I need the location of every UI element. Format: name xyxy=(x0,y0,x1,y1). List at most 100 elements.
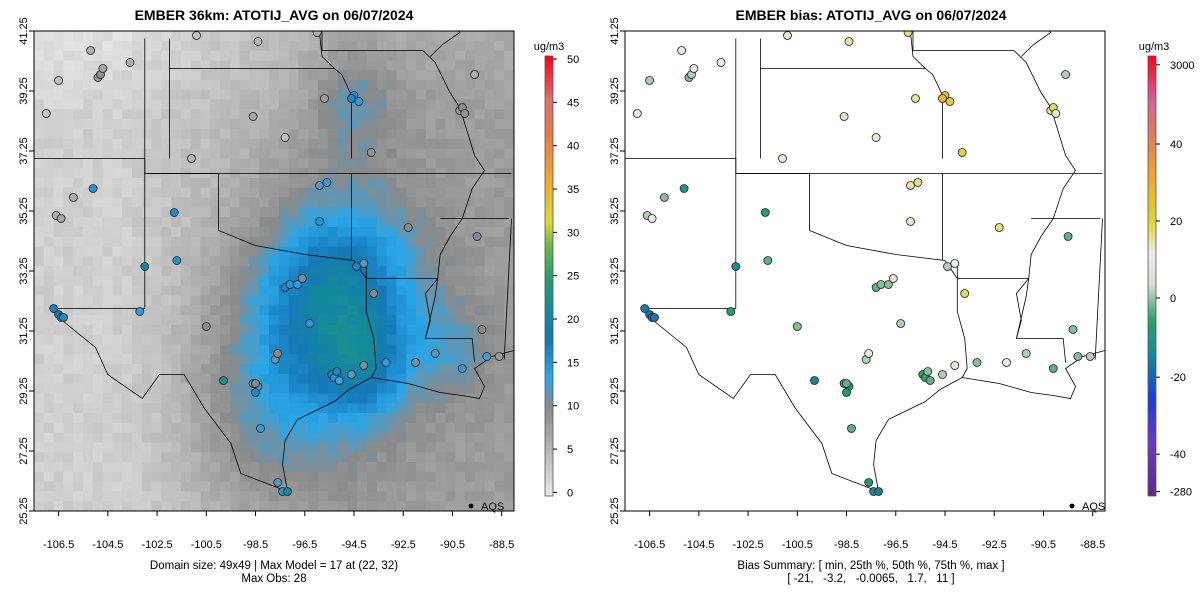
grid-cell xyxy=(141,256,153,267)
grid-cell xyxy=(396,60,407,71)
boundary-line xyxy=(430,31,461,57)
grid-cell xyxy=(259,50,270,61)
grid-cell xyxy=(82,432,94,444)
grid-cell xyxy=(131,79,143,91)
grid-cell xyxy=(180,442,192,453)
grid-cell xyxy=(445,217,456,228)
grid-cell xyxy=(131,70,143,81)
grid-cell xyxy=(416,491,427,502)
grid-cell xyxy=(337,383,349,395)
grid-cell xyxy=(229,89,241,101)
grid-cell xyxy=(347,256,358,267)
grid-cell xyxy=(288,422,300,434)
grid-cell xyxy=(386,177,398,189)
grid-cell xyxy=(357,236,368,248)
aqs-station-bias-marker xyxy=(760,208,770,217)
aqs-station-marker xyxy=(403,223,413,232)
grid-cell xyxy=(376,158,388,169)
grid-cell xyxy=(151,285,162,297)
grid-cell xyxy=(141,236,153,248)
grid-cell xyxy=(337,109,349,120)
grid-cell xyxy=(43,187,55,199)
grid-cell xyxy=(112,89,123,101)
boundary-line xyxy=(144,173,367,279)
grid-cell xyxy=(190,187,202,199)
grid-cell xyxy=(190,442,202,453)
grid-cell xyxy=(190,344,202,355)
grid-cell xyxy=(190,432,202,444)
grid-cell xyxy=(43,236,55,248)
grid-cell xyxy=(455,207,466,218)
aqs-station-marker xyxy=(169,208,179,217)
grid-cell xyxy=(220,491,231,502)
grid-cell xyxy=(474,393,486,404)
grid-cell xyxy=(396,217,407,228)
grid-cell xyxy=(180,383,192,395)
grid-cell xyxy=(200,462,211,473)
grid-cell xyxy=(484,236,496,248)
grid-cell xyxy=(484,40,496,52)
grid-cell xyxy=(465,60,476,71)
grid-cell xyxy=(151,305,162,316)
grid-cell xyxy=(504,50,514,61)
grid-cell xyxy=(416,99,427,110)
grid-cell xyxy=(229,197,241,208)
y-tick-label: 25.25 xyxy=(18,497,30,525)
grid-cell xyxy=(465,373,476,385)
grid-cell xyxy=(347,109,358,120)
grid-cell xyxy=(239,70,251,81)
boundary-line xyxy=(334,68,352,159)
grid-cell xyxy=(200,452,211,463)
grid-cell xyxy=(161,491,172,502)
grid-cell xyxy=(161,138,172,150)
grid-cell xyxy=(278,413,290,424)
grid-cell xyxy=(73,70,84,81)
grid-cell xyxy=(161,373,172,385)
grid-cell xyxy=(347,491,358,502)
grid-cell xyxy=(34,50,45,61)
grid-cell xyxy=(112,60,123,71)
grid-cell xyxy=(367,452,378,463)
grid-cell xyxy=(190,148,202,159)
grid-cell xyxy=(200,285,211,297)
colorbar1-tick-label: 20 xyxy=(567,314,579,326)
grid-cell xyxy=(484,295,496,306)
grid-cell xyxy=(484,60,496,71)
grid-cell xyxy=(327,413,339,424)
grid-cell xyxy=(504,354,514,365)
x-tick-label: -106.5 xyxy=(634,539,665,551)
grid-cell xyxy=(367,70,378,81)
grid-cell xyxy=(180,99,192,110)
grid-cell xyxy=(131,344,143,355)
grid-cell xyxy=(141,344,153,355)
grid-cell xyxy=(220,344,231,355)
aqs-station-marker xyxy=(470,70,480,79)
y-tick-label: 37.25 xyxy=(18,137,30,165)
aqs-station-marker xyxy=(359,259,369,268)
grid-cell xyxy=(249,295,260,306)
grid-cell xyxy=(376,236,388,248)
grid-cell xyxy=(494,452,505,463)
grid-cell xyxy=(435,207,447,218)
grid-cell xyxy=(141,452,153,463)
grid-cell xyxy=(278,138,290,150)
grid-cell xyxy=(63,148,74,159)
grid-cell xyxy=(34,413,45,424)
aqs-station-marker xyxy=(140,262,150,271)
aqs-station-marker xyxy=(322,178,332,187)
grid-cell xyxy=(200,109,211,120)
grid-cell xyxy=(63,315,74,326)
grid-cell xyxy=(112,226,123,238)
grid-cell xyxy=(425,364,437,375)
grid-cell xyxy=(131,413,143,424)
grid-cell xyxy=(465,324,476,336)
y-tick-label: 31.25 xyxy=(18,317,30,345)
aqs-station-bias-marker xyxy=(792,322,802,331)
grid-cell xyxy=(357,432,368,444)
grid-cell xyxy=(131,187,143,199)
grid-cell xyxy=(269,246,280,257)
grid-cell xyxy=(249,442,260,453)
grid-cell xyxy=(435,275,447,287)
grid-cell xyxy=(406,50,417,61)
grid-cell xyxy=(73,344,84,355)
